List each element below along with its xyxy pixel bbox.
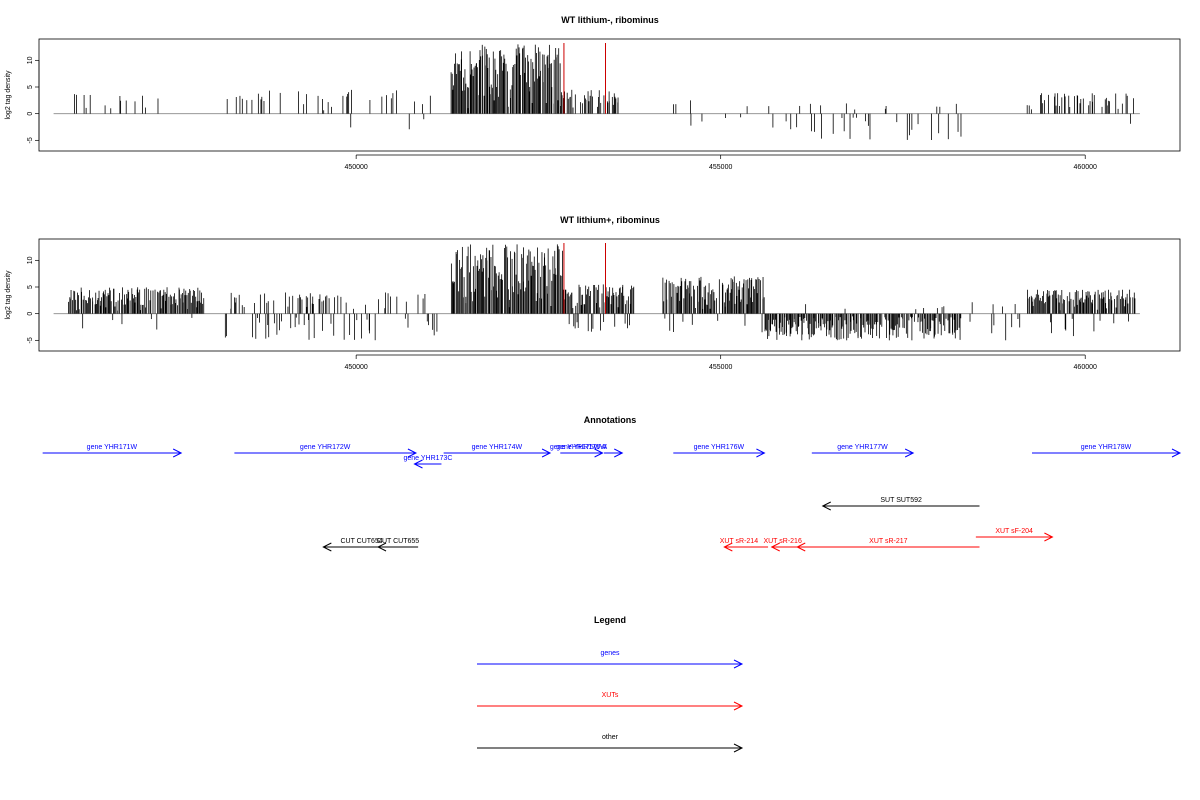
position-markers	[563, 43, 606, 114]
y-tick-label: 5	[27, 285, 34, 289]
feature-label: gene YHR173C	[404, 455, 453, 462]
annotations-panel: Annotations gene YHR171W gene YHR172Wgene…	[42, 415, 1182, 552]
feature-arrow: XUT sR-216	[763, 538, 812, 552]
track-panel-lithium-minus: WT lithium-, ribominus log2 tag density …	[5, 15, 1181, 171]
density-bars	[53, 244, 1140, 341]
feature-arrow: XUT sR-214	[720, 538, 769, 552]
legend-label: genes	[600, 650, 620, 657]
feature-label: XUT sR-216	[763, 538, 801, 545]
feature-label: gene YHR172W	[300, 444, 351, 451]
feature-label: gene YHR176W	[694, 444, 745, 451]
feature-label: gene YHR171W	[87, 444, 138, 451]
feature-label: XUT sR-214	[720, 538, 758, 545]
annotations-title: Annotations	[584, 415, 637, 425]
feature-label: gene YHR174W	[472, 444, 523, 451]
feature-arrow: CUT CUT655	[376, 538, 419, 552]
y-tick-label: 10	[27, 56, 34, 64]
panel-title: WT lithium+, ribominus	[560, 215, 660, 225]
feature-arrow: SUT SUT592	[821, 497, 980, 511]
y-tick-label: 0	[27, 112, 34, 116]
feature-arrow: gene YHR174W	[443, 444, 552, 458]
legend-title: Legend	[594, 615, 626, 625]
feature-arrow: gene YHR175W-A	[550, 444, 624, 458]
track-panel-lithium-plus: WT lithium+, ribominus log2 tag density …	[5, 215, 1181, 371]
density-bars	[53, 44, 1140, 141]
x-tick-label: 455000	[709, 364, 732, 371]
x-axis: 450000 455000 460000	[344, 354, 1097, 371]
x-tick-label: 450000	[344, 364, 367, 371]
feature-arrow: gene YHR176W	[673, 444, 766, 458]
x-tick-label: 455000	[709, 164, 732, 171]
y-axis: -5 0 5 10	[27, 56, 40, 143]
x-axis: 450000 455000 460000	[344, 154, 1097, 171]
feature-arrow: gene YHR175W	[556, 444, 607, 458]
feature-label: CUT CUT654	[340, 538, 382, 545]
y-tick-label: 5	[27, 85, 34, 89]
y-axis: -5 0 5 10	[27, 256, 40, 343]
y-tick-label: -5	[27, 137, 34, 143]
feature-arrow: gene YHR173C	[404, 455, 453, 469]
y-tick-label: 10	[27, 256, 34, 264]
legend-item: XUTs	[477, 692, 744, 711]
feature-arrow: XUT sR-217	[796, 538, 980, 552]
feature-arrow: gene YHR178W	[1031, 444, 1182, 458]
y-axis-label: log2 tag density	[5, 70, 12, 120]
feature-label: gene YHR175W-A	[550, 444, 608, 451]
feature-label: SUT SUT592	[880, 497, 922, 504]
x-tick-label: 450000	[344, 164, 367, 171]
feature-arrow: XUT sF-204	[975, 528, 1054, 542]
feature-label: gene YHR177W	[837, 444, 888, 451]
feature-label: XUT sF-204	[995, 528, 1033, 535]
legend: Legend genes XUTs other	[477, 615, 744, 753]
feature-arrows: gene YHR171W gene YHR172W gene YHR173C gene…	[42, 444, 1182, 552]
y-tick-label: -5	[27, 337, 34, 343]
x-tick-label: 460000	[1074, 164, 1097, 171]
y-tick-label: 0	[27, 312, 34, 316]
feature-label: XUT sR-217	[869, 538, 907, 545]
feature-label: gene YHR175W	[556, 444, 607, 451]
position-markers	[563, 243, 606, 314]
legend-label: XUTs	[602, 692, 619, 699]
legend-items: genes XUTs other	[477, 650, 744, 753]
feature-arrow: gene YHR177W	[811, 444, 915, 458]
legend-item: other	[477, 734, 744, 753]
panel-title: WT lithium-, ribominus	[561, 15, 659, 25]
feature-label: gene YHR178W	[1081, 444, 1132, 451]
legend-label: other	[602, 734, 619, 741]
y-axis-label: log2 tag density	[5, 270, 12, 320]
feature-arrow: gene YHR171W	[42, 444, 183, 458]
feature-arrow: gene YHR172W	[234, 444, 418, 458]
x-tick-label: 460000	[1074, 364, 1097, 371]
legend-item: genes	[477, 650, 744, 669]
feature-label: CUT CUT655	[377, 538, 419, 545]
